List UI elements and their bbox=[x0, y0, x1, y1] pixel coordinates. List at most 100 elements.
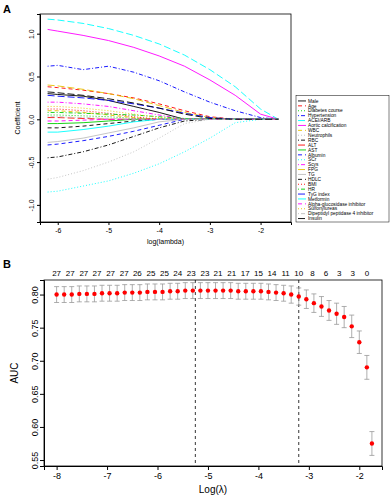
nonzero-count: 21 bbox=[227, 269, 236, 278]
tick: -6 bbox=[154, 466, 162, 481]
tick-label: -5 bbox=[106, 227, 112, 234]
error-bar-cap bbox=[236, 283, 241, 284]
error-bar bbox=[221, 283, 226, 299]
error-bar bbox=[122, 285, 127, 301]
series-line bbox=[48, 112, 279, 119]
tick: -7 bbox=[104, 466, 112, 481]
point bbox=[206, 288, 210, 292]
tick-label: -3 bbox=[207, 227, 213, 234]
error-bar-cap bbox=[77, 301, 82, 302]
error-bar-cap bbox=[236, 299, 241, 300]
error-bar-cap bbox=[130, 284, 135, 285]
point bbox=[175, 289, 179, 293]
legend-box bbox=[296, 96, 389, 223]
error-bar-cap bbox=[190, 282, 195, 283]
legend-swatch bbox=[298, 100, 306, 101]
error-bar bbox=[319, 297, 324, 317]
panel-label: B bbox=[3, 258, 11, 270]
tick: 0.60 bbox=[30, 419, 44, 437]
error-bar bbox=[296, 288, 301, 305]
error-bar-cap bbox=[349, 337, 354, 338]
error-bar-cap bbox=[304, 308, 309, 309]
point bbox=[70, 292, 74, 296]
point bbox=[198, 288, 202, 292]
error-bar-cap bbox=[115, 285, 120, 286]
tick: -4 bbox=[157, 222, 163, 234]
error-bar-cap bbox=[342, 327, 347, 328]
error-bar-cap bbox=[205, 282, 210, 283]
point bbox=[168, 289, 172, 293]
error-bar bbox=[311, 294, 316, 313]
error-bar-cap bbox=[137, 300, 142, 301]
tick-mark bbox=[58, 222, 59, 225]
tick: 0.5 bbox=[28, 72, 40, 82]
nonzero-count: 15 bbox=[254, 269, 263, 278]
error-bar bbox=[281, 285, 286, 301]
legend: MaleAgeDiabetes courseHypertensionACEI/A… bbox=[296, 96, 389, 223]
legend-swatch bbox=[298, 184, 306, 185]
nonzero-count: 14 bbox=[268, 269, 277, 278]
nonzero-count: 11 bbox=[281, 269, 290, 278]
tick-label: 0.75 bbox=[30, 319, 40, 337]
point bbox=[236, 289, 240, 293]
tick-mark bbox=[40, 394, 44, 395]
tick-mark bbox=[108, 222, 109, 225]
nonzero-count: 24 bbox=[173, 269, 182, 278]
point bbox=[100, 291, 104, 295]
tick-label: -6 bbox=[55, 227, 61, 234]
legend-swatch bbox=[298, 169, 306, 170]
series-line bbox=[48, 19, 279, 119]
error-bar-cap bbox=[62, 286, 67, 287]
tick-mark bbox=[210, 222, 211, 225]
error-bar-cap bbox=[168, 283, 173, 284]
plot-frame bbox=[44, 280, 382, 466]
legend-swatch bbox=[298, 145, 306, 146]
tick-mark bbox=[107, 466, 108, 470]
error-bar-cap bbox=[190, 298, 195, 299]
point bbox=[138, 290, 142, 294]
point bbox=[115, 291, 119, 295]
error-bar-cap bbox=[296, 305, 301, 306]
tick-label: -6 bbox=[154, 471, 162, 481]
nonzero-count: 27 bbox=[66, 269, 75, 278]
error-bar bbox=[349, 315, 354, 338]
error-bar-cap bbox=[304, 289, 309, 290]
tick-label: -2 bbox=[356, 471, 364, 481]
error-bar-cap bbox=[369, 455, 374, 456]
nonzero-count: 0 bbox=[365, 269, 370, 278]
error-bar-cap bbox=[183, 282, 188, 283]
legend-swatch bbox=[298, 203, 306, 204]
error-bar-cap bbox=[334, 324, 339, 325]
error-bar-cap bbox=[274, 284, 279, 285]
error-bar bbox=[243, 283, 248, 299]
error-bar bbox=[183, 283, 188, 299]
error-bar bbox=[152, 284, 157, 300]
point bbox=[266, 290, 270, 294]
tick-label: -3 bbox=[305, 471, 313, 481]
tick: 0.80 bbox=[30, 286, 44, 304]
legend-swatch bbox=[298, 154, 306, 155]
error-bar bbox=[334, 303, 339, 324]
tick-mark bbox=[37, 205, 40, 206]
nonzero-count: 6 bbox=[324, 269, 329, 278]
legend-swatch bbox=[298, 198, 306, 199]
legend-swatch bbox=[298, 130, 306, 131]
error-bar-cap bbox=[152, 283, 157, 284]
plot-frame bbox=[40, 14, 291, 222]
error-bar-cap bbox=[92, 285, 97, 286]
error-bar bbox=[84, 286, 89, 302]
error-bar-cap bbox=[175, 299, 180, 300]
error-bar-cap bbox=[160, 283, 165, 284]
error-bar-cap bbox=[319, 316, 324, 317]
tick: -0.5 bbox=[28, 156, 40, 168]
axis-line bbox=[45, 467, 383, 471]
nonzero-count: 3 bbox=[351, 269, 356, 278]
error-bar-cap bbox=[258, 283, 263, 284]
error-bar bbox=[54, 287, 59, 303]
error-bar-cap bbox=[357, 353, 362, 354]
point bbox=[289, 292, 293, 296]
nonzero-count: 26 bbox=[133, 269, 142, 278]
legend-swatch bbox=[298, 115, 306, 116]
tick-mark bbox=[159, 222, 160, 225]
point bbox=[334, 312, 338, 316]
